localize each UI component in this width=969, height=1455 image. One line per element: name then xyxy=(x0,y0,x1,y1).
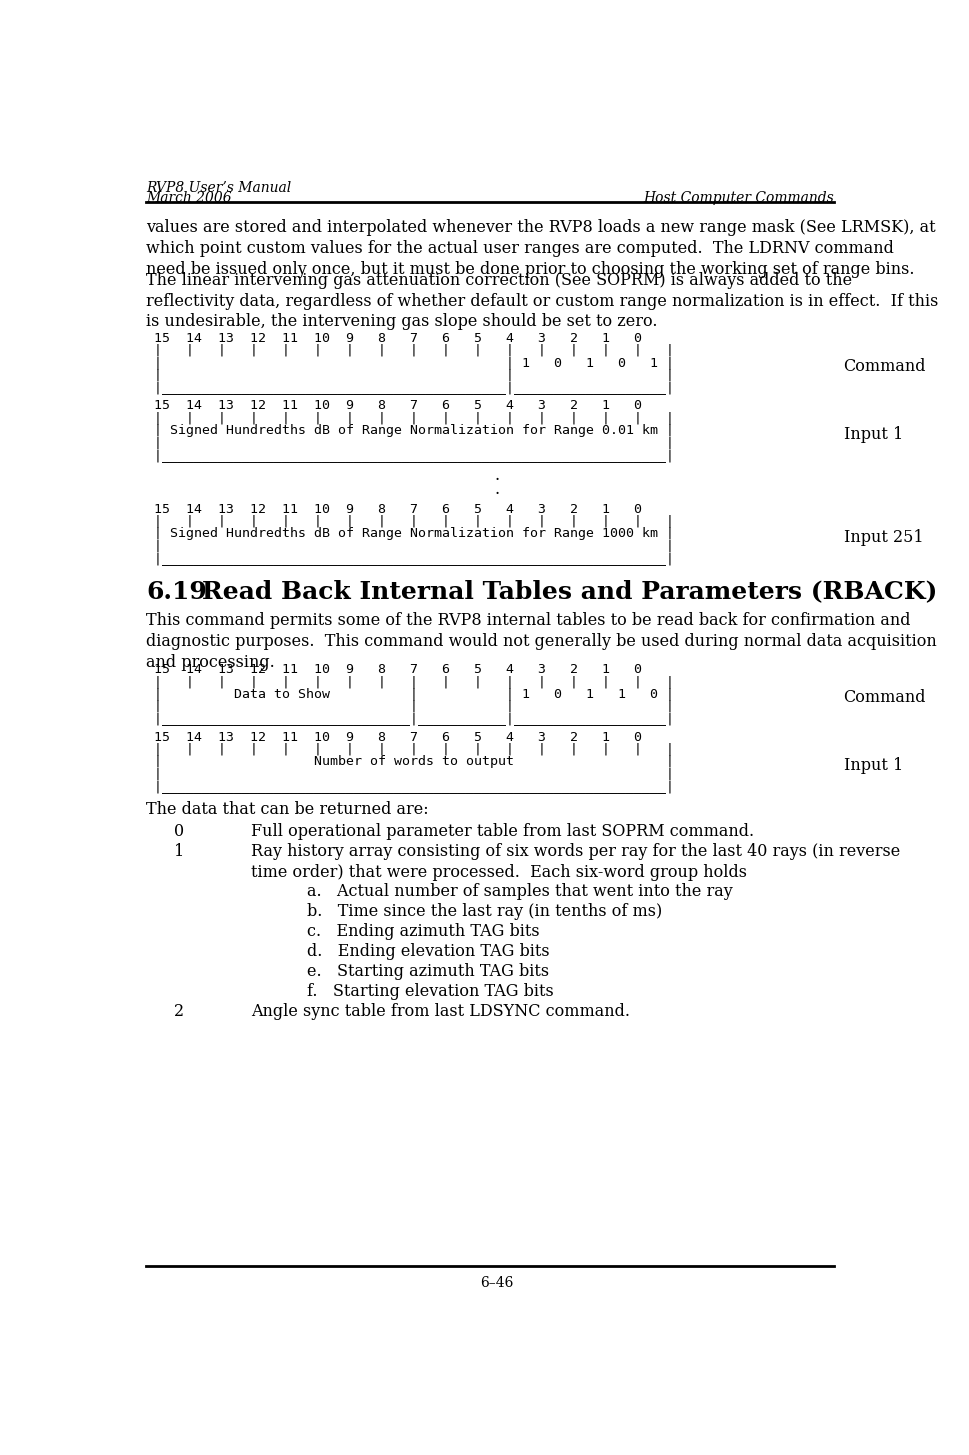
Text: a.   Actual number of samples that went into the ray: a. Actual number of samples that went in… xyxy=(307,883,733,901)
Text: Angle sync table from last LDSYNC command.: Angle sync table from last LDSYNC comman… xyxy=(251,1002,630,1020)
Text: RVP8 User’s Manual: RVP8 User’s Manual xyxy=(146,180,291,195)
Text: Command: Command xyxy=(843,690,925,706)
Text: This command permits some of the RVP8 internal tables to be read back for confir: This command permits some of the RVP8 in… xyxy=(146,613,936,671)
Text: 15  14  13  12  11  10  9   8   7   6   5   4   3   2   1   0: 15 14 13 12 11 10 9 8 7 6 5 4 3 2 1 0 xyxy=(146,730,641,744)
Text: |                                           |                   |: | | | xyxy=(146,368,673,381)
Text: d.   Ending elevation TAG bits: d. Ending elevation TAG bits xyxy=(307,943,549,960)
Text: |                   Number of words to output                   |: | Number of words to output | xyxy=(146,755,673,768)
Text: March 2006: March 2006 xyxy=(146,191,232,205)
Text: |___________________________________________|___________________|: |_______________________________________… xyxy=(146,381,673,394)
Text: Command: Command xyxy=(843,358,925,375)
Text: |   |   |   |   |   |   |   |   |   |   |   |   |   |   |   |   |: | | | | | | | | | | | | | | | | | xyxy=(146,515,673,528)
Text: 6–46: 6–46 xyxy=(480,1276,514,1289)
Text: 15  14  13  12  11  10  9   8   7   6   5   4   3   2   1   0: 15 14 13 12 11 10 9 8 7 6 5 4 3 2 1 0 xyxy=(146,332,641,345)
Text: Full operational parameter table from last SOPRM command.: Full operational parameter table from la… xyxy=(251,824,754,840)
Text: 2: 2 xyxy=(173,1002,184,1020)
Text: f.   Starting elevation TAG bits: f. Starting elevation TAG bits xyxy=(307,984,553,1000)
Text: 15  14  13  12  11  10  9   8   7   6   5   4   3   2   1   0: 15 14 13 12 11 10 9 8 7 6 5 4 3 2 1 0 xyxy=(146,502,641,515)
Text: |_______________________________________________________________|: |_______________________________________… xyxy=(146,780,673,793)
Text: Read Back Internal Tables and Parameters (RBACK): Read Back Internal Tables and Parameters… xyxy=(202,579,936,604)
Text: values are stored and interpolated whenever the RVP8 loads a new range mask (See: values are stored and interpolated whene… xyxy=(146,220,935,278)
Text: b.   Time since the last ray (in tenths of ms): b. Time since the last ray (in tenths of… xyxy=(307,904,662,920)
Text: 15  14  13  12  11  10  9   8   7   6   5   4   3   2   1   0: 15 14 13 12 11 10 9 8 7 6 5 4 3 2 1 0 xyxy=(146,400,641,412)
Text: 15  14  13  12  11  10  9   8   7   6   5   4   3   2   1   0: 15 14 13 12 11 10 9 8 7 6 5 4 3 2 1 0 xyxy=(146,663,641,675)
Text: |                                           | 1   0   1   0   1 |: | | 1 0 1 0 1 | xyxy=(146,356,673,370)
Text: |_______________________________________________________________|: |_______________________________________… xyxy=(146,551,673,565)
Text: |                               |           |                   |: | | | | xyxy=(146,700,673,713)
Text: e.   Starting azimuth TAG bits: e. Starting azimuth TAG bits xyxy=(307,963,548,981)
Text: Input 1: Input 1 xyxy=(843,757,902,774)
Text: Ray history array consisting of six words per ray for the last 40 rays (in rever: Ray history array consisting of six word… xyxy=(251,842,900,880)
Text: Input 251: Input 251 xyxy=(843,528,922,546)
Text: Input 1: Input 1 xyxy=(843,426,902,442)
Text: |                                                               |: | | xyxy=(146,767,673,780)
Text: |_______________________________________________________________|: |_______________________________________… xyxy=(146,448,673,461)
Text: 6.19: 6.19 xyxy=(146,579,206,604)
Text: |                                                               |: | | xyxy=(146,436,673,450)
Text: The data that can be returned are:: The data that can be returned are: xyxy=(146,802,428,818)
Text: |   |   |   |   |   |   |   |   |   |   |   |   |   |   |   |   |: | | | | | | | | | | | | | | | | | xyxy=(146,412,673,425)
Text: |_______________________________|___________|___________________|: |_______________________________|_______… xyxy=(146,711,673,725)
Text: |   |   |   |   |   |   |   |   |   |   |   |   |   |   |   |   |: | | | | | | | | | | | | | | | | | xyxy=(146,343,673,356)
Text: |   |   |   |   |   |   |   |   |   |   |   |   |   |   |   |   |: | | | | | | | | | | | | | | | | | xyxy=(146,675,673,688)
Text: The linear intervening gas attenuation correction (See SOPRM) is always added to: The linear intervening gas attenuation c… xyxy=(146,272,937,330)
Text: | Signed Hundredths dB of Range Normalization for Range 0.01 km |: | Signed Hundredths dB of Range Normaliz… xyxy=(146,423,673,436)
Text: |   |   |   |   |   |   |   |   |   |   |   |   |   |   |   |   |: | | | | | | | | | | | | | | | | | xyxy=(146,744,673,755)
Text: c.   Ending azimuth TAG bits: c. Ending azimuth TAG bits xyxy=(307,922,540,940)
Text: |                                                               |: | | xyxy=(146,540,673,553)
Text: |         Data to Show          |           | 1   0   1   1   0 |: | Data to Show | | 1 0 1 1 0 | xyxy=(146,687,673,700)
Text: 1: 1 xyxy=(173,842,184,860)
Text: .: . xyxy=(494,482,499,498)
Text: .: . xyxy=(494,467,499,485)
Text: 0: 0 xyxy=(173,824,184,840)
Text: | Signed Hundredths dB of Range Normalization for Range 1000 km |: | Signed Hundredths dB of Range Normaliz… xyxy=(146,527,673,540)
Text: Host Computer Commands: Host Computer Commands xyxy=(642,191,833,205)
